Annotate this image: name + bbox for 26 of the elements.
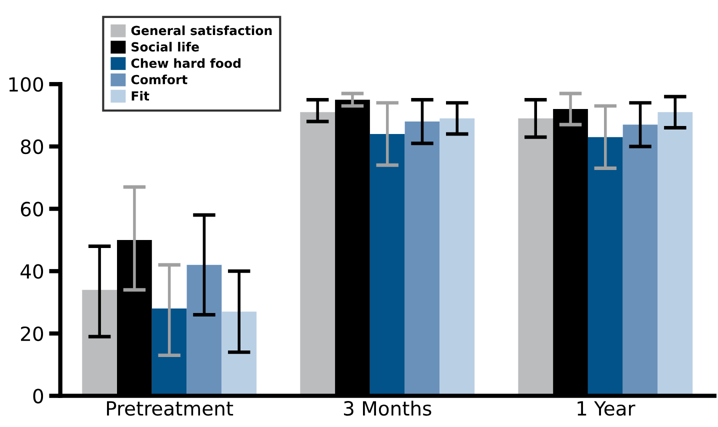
legend-label: Social life: [132, 42, 199, 52]
x-tick-label: 1 Year: [578, 401, 636, 416]
y-tick-label: 0: [33, 388, 44, 404]
bar: [222, 312, 257, 396]
bar: [404, 122, 440, 396]
bar: [300, 112, 336, 396]
bar: [658, 112, 693, 396]
bar: [370, 134, 405, 396]
bar: [588, 137, 623, 396]
y-tick-label: 20: [21, 326, 44, 342]
y-tick-label: 100: [9, 77, 44, 92]
bar: [152, 308, 187, 396]
bar: [622, 124, 658, 396]
y-tick-label: 60: [20, 202, 44, 216]
bar: [518, 118, 554, 396]
legend-label: Fit: [132, 90, 150, 100]
y-tick-label: 80: [20, 139, 44, 154]
legend-label: Chew hard food: [131, 58, 240, 68]
bar: [186, 264, 222, 396]
legend-label: Comfort: [131, 74, 188, 84]
x-tick-label: 3 Months: [344, 400, 432, 416]
bar: [82, 290, 117, 396]
y-tick-label: 40: [20, 264, 44, 279]
x-tick-label: Pretreatment: [107, 401, 234, 416]
legend-label: General satisfaction: [131, 26, 272, 36]
bar: [440, 118, 475, 396]
